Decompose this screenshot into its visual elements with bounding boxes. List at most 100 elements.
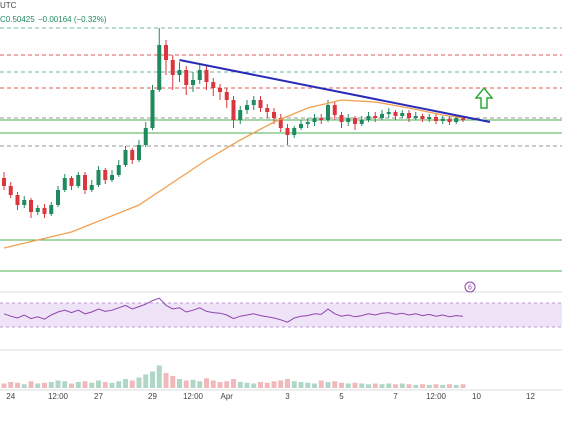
volume-bar xyxy=(453,385,459,388)
candle-body xyxy=(49,205,54,214)
candle-body xyxy=(285,128,290,135)
volume-bar xyxy=(345,383,351,388)
volume-bar xyxy=(62,381,68,388)
trend-line xyxy=(179,59,491,123)
volume-bar xyxy=(291,381,297,388)
candle-body xyxy=(299,124,303,128)
volume-bar xyxy=(116,381,122,388)
candle-body xyxy=(407,113,411,118)
volume-bar xyxy=(69,383,74,388)
volume-bar xyxy=(210,380,216,388)
volume-bar xyxy=(386,383,392,388)
volume-bar xyxy=(170,376,176,388)
volume-bar xyxy=(55,380,61,388)
volume-bar xyxy=(129,380,135,388)
candle-body xyxy=(305,122,310,124)
volume-bar xyxy=(237,382,243,388)
candle-body xyxy=(35,208,40,212)
candle-body xyxy=(413,116,418,118)
volume-bar xyxy=(1,383,7,388)
candle-body xyxy=(164,45,168,60)
candle-body xyxy=(319,118,324,120)
volume-bar xyxy=(136,377,142,388)
up-arrow xyxy=(474,86,494,109)
candle-body xyxy=(251,100,256,105)
candle-body xyxy=(218,88,222,92)
x-tick-label: 12 xyxy=(526,392,535,401)
candle-body xyxy=(380,114,384,118)
x-tick-label: 10 xyxy=(472,392,481,401)
candle-body xyxy=(29,200,33,212)
candle-body xyxy=(56,190,60,205)
volume-bar xyxy=(109,382,115,388)
volume-bar xyxy=(325,382,331,388)
candle-body xyxy=(157,45,162,90)
candle-body xyxy=(2,178,6,186)
volume-bar xyxy=(440,385,446,388)
volume-bar xyxy=(393,384,398,388)
x-tick-label: 12:00 xyxy=(426,392,447,401)
candle-body xyxy=(312,118,317,122)
marker-label: 6 xyxy=(468,284,472,291)
volume-bar xyxy=(42,382,47,388)
candle-body xyxy=(22,200,27,205)
candle-body xyxy=(211,82,216,88)
volume-bar xyxy=(264,382,270,388)
x-tick-label: 29 xyxy=(148,392,157,401)
rsi-band xyxy=(0,303,562,327)
candle-body xyxy=(393,112,398,116)
candle-body xyxy=(427,117,432,119)
x-tick-label: 12:00 xyxy=(183,392,204,401)
volume-bar xyxy=(251,383,257,388)
timezone: UTC xyxy=(0,1,17,10)
candle-body xyxy=(434,117,438,121)
volume-bar xyxy=(298,382,304,388)
volume-bar xyxy=(143,374,149,388)
volume-bar xyxy=(156,365,162,388)
candle-body xyxy=(359,120,364,124)
volume-bar xyxy=(413,385,419,388)
candle-body xyxy=(278,118,283,128)
candle-body xyxy=(245,105,249,110)
volume-bar xyxy=(447,384,452,388)
rsi-line xyxy=(3,297,464,323)
candle-body xyxy=(89,185,94,190)
candle-body xyxy=(366,116,371,120)
x-tick-label: 12:00 xyxy=(48,392,69,401)
volume-bar xyxy=(372,383,378,388)
candle-body xyxy=(143,128,148,145)
volume-bar xyxy=(224,381,230,388)
volume-bar xyxy=(318,380,324,388)
volume-bar xyxy=(352,382,358,388)
volume-bar xyxy=(332,381,338,388)
candle-body xyxy=(326,105,330,120)
candle-body xyxy=(447,119,452,122)
volume-bar xyxy=(8,382,14,388)
candle-body xyxy=(238,110,243,120)
volume-bar xyxy=(285,379,290,388)
volume-bar xyxy=(82,381,88,388)
volume-bar xyxy=(379,384,385,388)
volume-bar xyxy=(28,381,34,388)
candle-body xyxy=(440,119,445,121)
volume-bar xyxy=(15,382,20,388)
volume-bar xyxy=(231,379,236,388)
volume-bar xyxy=(190,379,196,388)
candle-body xyxy=(272,112,276,118)
candle-body xyxy=(15,195,20,205)
candle-body xyxy=(373,116,378,118)
volume-bar xyxy=(312,383,317,388)
x-tick-label: 24 xyxy=(6,392,15,401)
volume-bar xyxy=(426,385,432,388)
candle-body xyxy=(76,175,81,186)
volume-bar xyxy=(48,382,54,388)
close-price: C0.50425 xyxy=(0,15,35,24)
candle-body xyxy=(265,108,270,112)
candle-body xyxy=(204,70,209,82)
candle-body xyxy=(184,70,189,85)
candle-body xyxy=(191,80,195,85)
candle-body xyxy=(130,150,135,160)
volume-bar xyxy=(75,382,81,388)
